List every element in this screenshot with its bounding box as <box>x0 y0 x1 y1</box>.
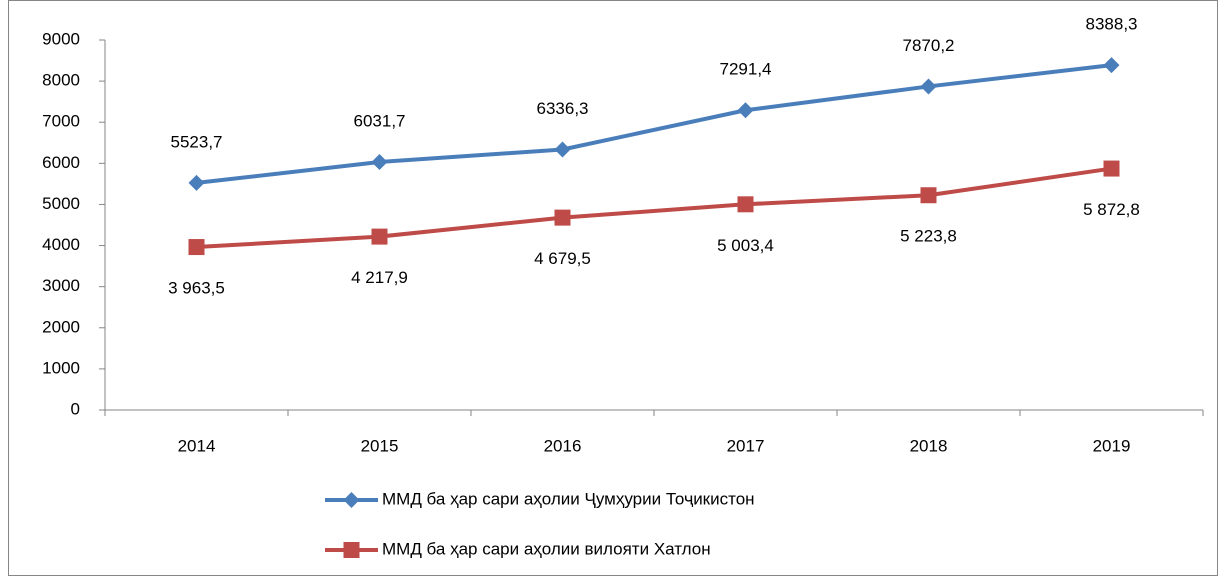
data-label: 5523,7 <box>171 132 223 151</box>
marker <box>554 209 571 226</box>
x-tick-label: 2014 <box>178 436 216 455</box>
marker <box>554 141 571 158</box>
series-line <box>196 166 1112 250</box>
x-tick-label: 2018 <box>910 436 948 455</box>
data-label: 4 679,5 <box>534 249 591 268</box>
marker <box>737 196 754 213</box>
y-tick-label: 1000 <box>42 358 80 377</box>
marker <box>737 102 754 119</box>
legend-label: ММД ба ҳар сари аҳолии Ҷумҳурии Тоҷикист… <box>382 489 755 508</box>
y-tick-label: 4000 <box>42 235 80 254</box>
y-tick-label: 6000 <box>42 153 80 172</box>
data-label: 7291,4 <box>720 60 772 79</box>
chart-border <box>8 0 1218 576</box>
y-tick-label: 5000 <box>42 194 80 213</box>
data-label: 5 003,4 <box>717 236 774 255</box>
marker <box>188 174 205 191</box>
marker <box>371 228 388 245</box>
y-tick-label: 0 <box>71 399 80 418</box>
x-tick-label: 2019 <box>1093 436 1131 455</box>
y-tick-label: 3000 <box>42 276 80 295</box>
marker <box>1103 160 1120 177</box>
x-tick-label: 2017 <box>727 436 765 455</box>
data-label: 7870,2 <box>903 36 955 55</box>
marker <box>188 239 205 256</box>
x-tick-label: 2016 <box>544 436 582 455</box>
y-tick-label: 9000 <box>42 29 80 48</box>
marker <box>1103 57 1120 74</box>
series-line <box>196 63 1112 185</box>
data-label: 6031,7 <box>354 112 406 131</box>
marker <box>920 78 937 95</box>
y-tick-label: 8000 <box>42 71 80 90</box>
legend-marker <box>343 492 360 508</box>
legend-label: ММД ба ҳар сари аҳолии вилояти Хатлон <box>382 539 711 558</box>
data-label: 8388,3 <box>1086 15 1138 34</box>
marker <box>920 187 937 204</box>
legend-marker <box>343 542 360 558</box>
data-label: 4 217,9 <box>351 268 408 287</box>
data-label: 3 963,5 <box>168 279 225 298</box>
data-label: 5 223,8 <box>900 227 957 246</box>
marker <box>371 154 388 171</box>
data-label: 5 872,8 <box>1083 200 1140 219</box>
data-label: 6336,3 <box>537 99 589 118</box>
x-tick-label: 2015 <box>361 436 399 455</box>
y-tick-label: 2000 <box>42 317 80 336</box>
y-tick-label: 7000 <box>42 112 80 131</box>
